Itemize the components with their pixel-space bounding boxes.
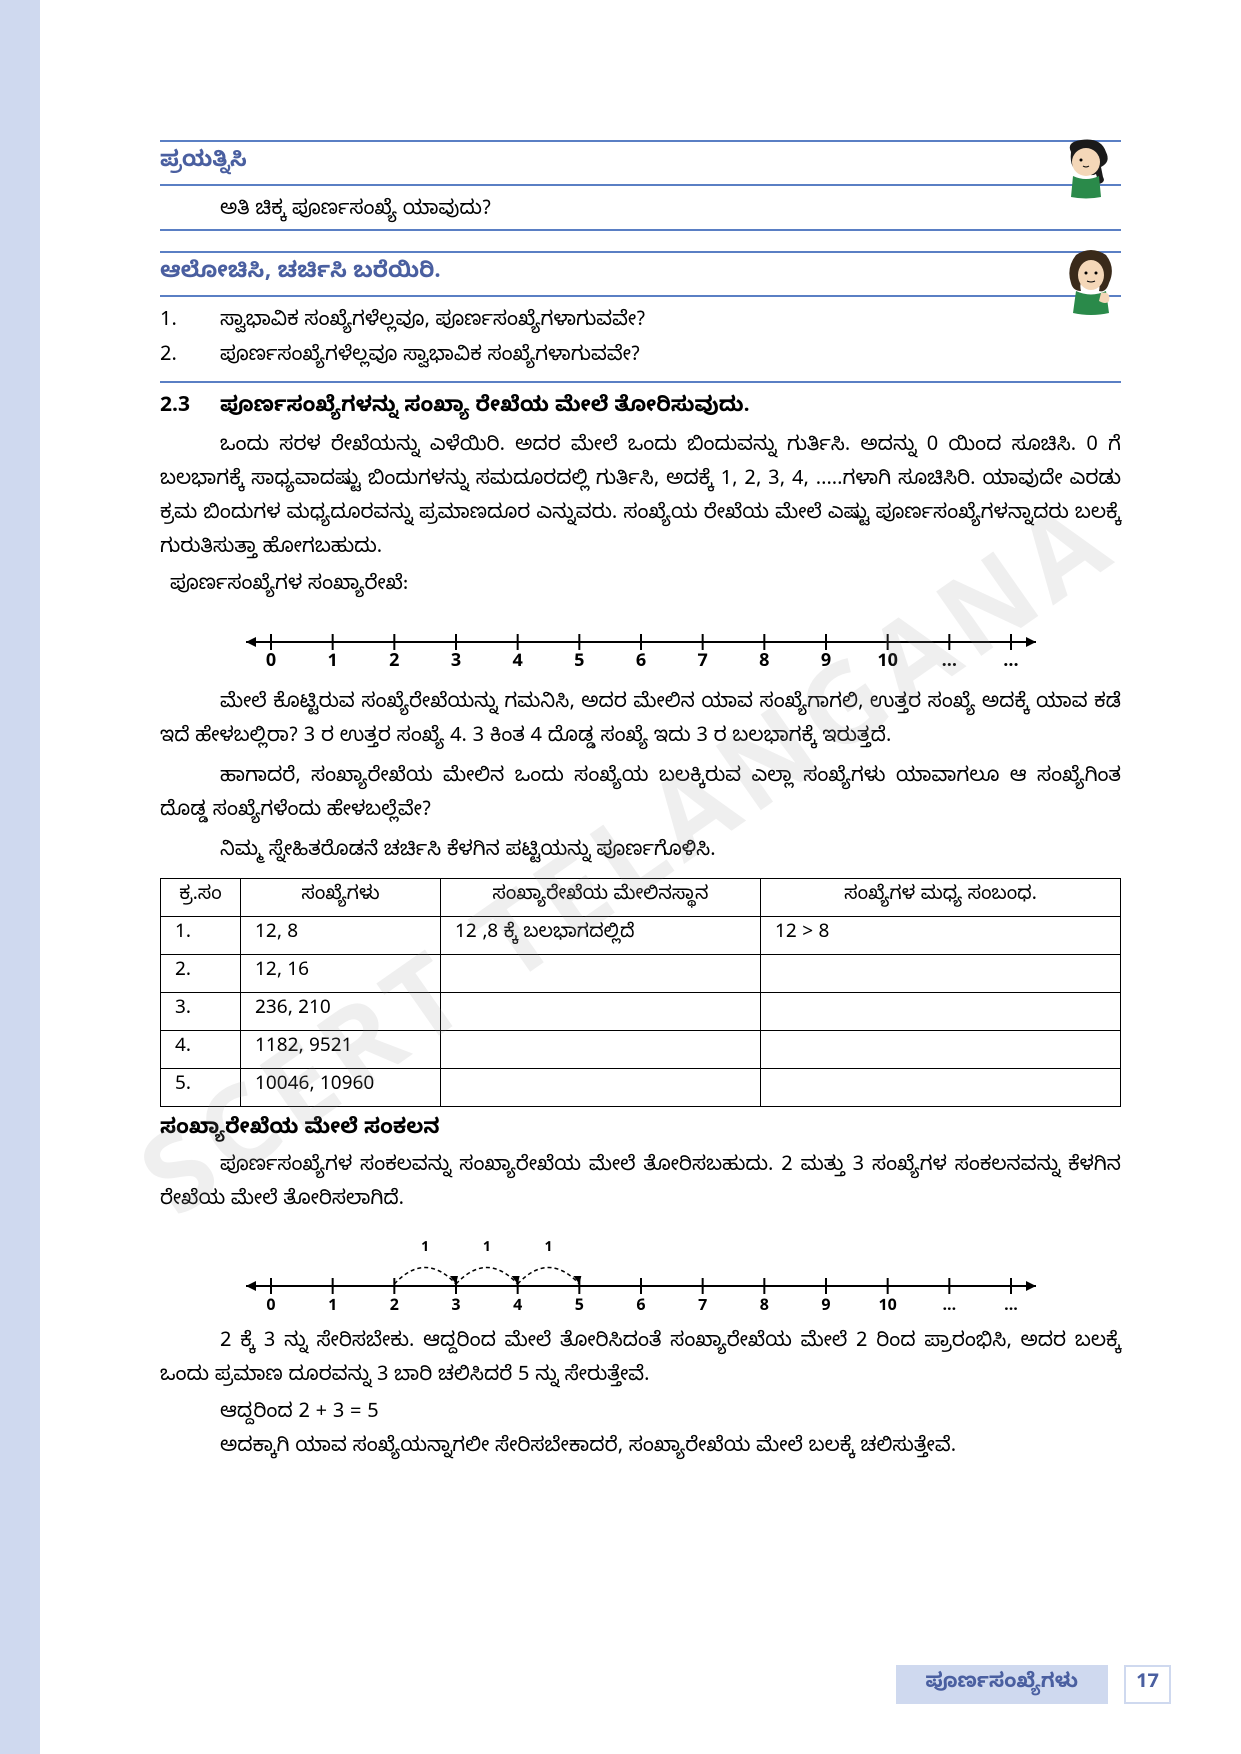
svg-text:8: 8 xyxy=(759,651,769,672)
q2-text: ಪೂರ್ಣಸಂಖ್ಯೆಗಳೆಲ್ಲವೂ ಸ್ವಾಭಾವಿಕ ಸಂಖ್ಯೆಗಳಾಗ… xyxy=(220,344,640,371)
table-cell xyxy=(441,955,761,993)
svg-text:8: 8 xyxy=(759,1297,768,1311)
add-p2: 2 ಕ್ಕೆ 3 ನ್ನು ಸೇರಿಸಬೇಕು. ಆದ್ದರಿಂದ ಮೇಲೆ ತ… xyxy=(160,1327,1121,1395)
add-p1: ಪೂರ್ಣಸಂಖ್ಯೆಗಳ ಸಂಕಲವನ್ನು ಸಂಖ್ಯಾರೇಖೆಯ ಮೇಲೆ… xyxy=(160,1151,1121,1219)
try-heading: ಪ್ರಯತ್ನಿಸಿ xyxy=(160,140,1121,186)
table-cell xyxy=(761,993,1121,1031)
svg-text:7: 7 xyxy=(697,651,707,672)
p3: ಹಾಗಾದರೆ, ಸಂಖ್ಯಾರೇಖೆಯ ಮೇಲಿನ ಒಂದು ಸಂಖ್ಯೆಯ … xyxy=(160,762,1121,830)
table-cell: 12 > 8 xyxy=(761,917,1121,955)
svg-text:7: 7 xyxy=(698,1297,707,1311)
svg-text:...: ... xyxy=(1003,651,1018,672)
svg-text:1: 1 xyxy=(328,1297,337,1311)
svg-text:6: 6 xyxy=(636,1297,645,1311)
table-cell: 12, 16 xyxy=(241,955,441,993)
svg-text:1: 1 xyxy=(544,1240,552,1259)
table-row: 5.10046, 10960 xyxy=(161,1069,1121,1107)
chapter-label: ಪೂರ್ಣಸಂಖ್ಯೆಗಳು xyxy=(896,1665,1109,1704)
add-p3: ಅದಕ್ಕಾಗಿ ಯಾವ ಸಂಖ್ಯೆಯನ್ನಾಗಲೀ ಸೇರಿಸಬೇಕಾದರೆ… xyxy=(160,1432,1121,1466)
p2: ಮೇಲೆ ಕೊಟ್ಟಿರುವ ಸಂಖ್ಯೆರೇಖೆಯನ್ನು ಗಮನಿಸಿ, ಅ… xyxy=(160,688,1121,756)
table-cell: 10046, 10960 xyxy=(241,1069,441,1107)
svg-text:5: 5 xyxy=(574,651,584,672)
equation: ಆದ್ದರಿಂದ 2 + 3 = 5 xyxy=(160,1401,1121,1428)
svg-text:5: 5 xyxy=(574,1297,583,1311)
page-number: 17 xyxy=(1124,1665,1171,1704)
section-title: ಪೂರ್ಣಸಂಖ್ಯೆಗಳನ್ನು ಸಂಖ್ಯಾ ರೇಖೆಯ ಮೇಲೆ ತೋರಿ… xyxy=(220,395,750,423)
svg-text:1: 1 xyxy=(482,1240,490,1259)
svg-text:3: 3 xyxy=(451,1297,460,1311)
th-3: ಸಂಖ್ಯೆಗಳ ಮಧ್ಯ ಸಂಬಂಧ. xyxy=(761,879,1121,917)
think-question-list: 1. ಸ್ವಾಭಾವಿಕ ಸಂಖ್ಯೆಗಳೆಲ್ಲವೂ, ಪೂರ್ಣಸಂಖ್ಯೆ… xyxy=(160,305,1121,375)
svg-text:10: 10 xyxy=(878,1297,896,1311)
table-row: 4.1182, 9521 xyxy=(161,1031,1121,1069)
svg-text:4: 4 xyxy=(513,1297,522,1311)
svg-text:0: 0 xyxy=(265,651,275,672)
svg-text:2: 2 xyxy=(389,651,399,672)
th-0: ಕ್ರ.ಸಂ xyxy=(161,879,241,917)
p1: ಒಂದು ಸರಳ ರೇಖೆಯನ್ನು ಎಳೆಯಿರಿ. ಅದರ ಮೇಲೆ ಒಂದ… xyxy=(160,431,1121,567)
table-cell: 3. xyxy=(161,993,241,1031)
addition-heading: ಸಂಖ್ಯಾರೇಖೆಯ ಮೇಲೆ ಸಂಕಲನ xyxy=(160,1117,1121,1145)
page-container: SCERT TELANGANA ಪ್ರಯತ್ನಿಸಿ ಅತಿ ಚಿಕ್ಕ ಪೂರ… xyxy=(0,0,1241,1754)
svg-text:...: ... xyxy=(942,1297,956,1311)
page-footer: ಪೂರ್ಣಸಂಖ್ಯೆಗಳು 17 xyxy=(896,1665,1171,1704)
table-cell: 4. xyxy=(161,1031,241,1069)
th-1: ಸಂಖ್ಯೆಗಳು xyxy=(241,879,441,917)
think-q1: 1. ಸ್ವಾಭಾವಿಕ ಸಂಖ್ಯೆಗಳೆಲ್ಲವೂ, ಪೂರ್ಣಸಂಖ್ಯೆ… xyxy=(160,305,1121,340)
table-row: 2.12, 16 xyxy=(161,955,1121,993)
table-header-row: ಕ್ರ.ಸಂ ಸಂಖ್ಯೆಗಳು ಸಂಖ್ಯಾರೇಖೆಯ ಮೇಲಿನಸ್ಥಾನ … xyxy=(161,879,1121,917)
svg-text:9: 9 xyxy=(820,651,830,672)
svg-text:4: 4 xyxy=(512,651,522,672)
table-row: 3.236, 210 xyxy=(161,993,1121,1031)
divider xyxy=(160,381,1121,383)
table-cell: 1182, 9521 xyxy=(241,1031,441,1069)
svg-text:3: 3 xyxy=(450,651,460,672)
try-prompt: ಅತಿ ಚಿಕ್ಕ ಪೂರ್ಣಸಂಖ್ಯೆ ಯಾವುದು? xyxy=(160,194,1121,231)
numberline-2: 0 1 2 3 4 5 6 7 8 9 10...... 1 1 1 xyxy=(231,1231,1051,1311)
svg-text:...: ... xyxy=(941,651,956,672)
girl-thinking-icon xyxy=(1051,243,1131,323)
table-cell: 1. xyxy=(161,917,241,955)
try-heading-text: ಪ್ರಯತ್ನಿಸಿ xyxy=(160,148,247,178)
th-2: ಸಂಖ್ಯಾರೇಖೆಯ ಮೇಲಿನಸ್ಥಾನ xyxy=(441,879,761,917)
table-body: 1.12, 812 ,8 ಕ್ಕೆ ಬಲಭಾಗದಲ್ಲಿದೆ12 > 82.12… xyxy=(161,917,1121,1107)
q1-text: ಸ್ವಾಭಾವಿಕ ಸಂಖ್ಯೆಗಳೆಲ್ಲವೂ, ಪೂರ್ಣಸಂಖ್ಯೆಗಳಾ… xyxy=(220,309,645,336)
section-2-3-head: 2.3 ಪೂರ್ಣಸಂಖ್ಯೆಗಳನ್ನು ಸಂಖ್ಯಾ ರೇಖೆಯ ಮೇಲೆ … xyxy=(160,395,1121,423)
table-cell: 5. xyxy=(161,1069,241,1107)
svg-text:9: 9 xyxy=(821,1297,830,1311)
table-cell xyxy=(441,993,761,1031)
girl-profile-icon xyxy=(1051,132,1131,212)
svg-text:1: 1 xyxy=(421,1240,429,1259)
q2-num: 2. xyxy=(160,344,180,371)
svg-text:10: 10 xyxy=(877,651,898,672)
table-cell: 12, 8 xyxy=(241,917,441,955)
svg-text:6: 6 xyxy=(635,651,645,672)
think-heading: ಆಲೋಚಿಸಿ, ಚರ್ಚಿಸಿ ಬರೆಯಿರಿ. xyxy=(160,251,1121,297)
table-cell: 236, 210 xyxy=(241,993,441,1031)
svg-text:0: 0 xyxy=(266,1297,275,1311)
table-cell xyxy=(761,1031,1121,1069)
svg-text:1: 1 xyxy=(327,651,337,672)
svg-text:...: ... xyxy=(1004,1297,1018,1311)
think-q2: 2. ಪೂರ್ಣಸಂಖ್ಯೆಗಳೆಲ್ಲವೂ ಸ್ವಾಭಾವಿಕ ಸಂಖ್ಯೆಗ… xyxy=(160,340,1121,375)
p4: ನಿಮ್ಮ ಸ್ನೇಹಿತರೊಡನೆ ಚರ್ಚಿಸಿ ಕೆಳಗಿನ ಪಟ್ಟಿಯ… xyxy=(160,836,1121,870)
svg-text:2: 2 xyxy=(389,1297,398,1311)
comparison-table: ಕ್ರ.ಸಂ ಸಂಖ್ಯೆಗಳು ಸಂಖ್ಯಾರೇಖೆಯ ಮೇಲಿನಸ್ಥಾನ … xyxy=(160,878,1121,1107)
table-cell: 2. xyxy=(161,955,241,993)
table-cell xyxy=(761,955,1121,993)
think-heading-text: ಆಲೋಚಿಸಿ, ಚರ್ಚಿಸಿ ಬರೆಯಿರಿ. xyxy=(160,259,441,289)
section-num: 2.3 xyxy=(160,395,190,423)
numberline-1: 0 1 2 3 4 5 6 7 8 9 10...... xyxy=(231,612,1051,672)
table-row: 1.12, 812 ,8 ಕ್ಕೆ ಬಲಭಾಗದಲ್ಲಿದೆ12 > 8 xyxy=(161,917,1121,955)
table-cell: 12 ,8 ಕ್ಕೆ ಬಲಭಾಗದಲ್ಲಿದೆ xyxy=(441,917,761,955)
numberline1-label: ಪೂರ್ಣಸಂಖ್ಯೆಗಳ ಸಂಖ್ಯಾರೇಖೆ: xyxy=(170,573,1121,600)
table-cell xyxy=(761,1069,1121,1107)
table-cell xyxy=(441,1031,761,1069)
table-cell xyxy=(441,1069,761,1107)
q1-num: 1. xyxy=(160,309,180,336)
